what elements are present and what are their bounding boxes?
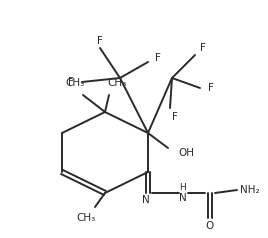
Text: N: N: [179, 193, 187, 203]
Text: NH₂: NH₂: [240, 185, 260, 195]
Text: F: F: [97, 36, 103, 46]
Text: N: N: [142, 195, 150, 205]
Text: F: F: [172, 112, 178, 122]
Text: O: O: [206, 221, 214, 231]
Text: CH₃: CH₃: [76, 213, 96, 223]
Text: F: F: [155, 53, 161, 63]
Text: F: F: [68, 77, 74, 87]
Text: CH₃: CH₃: [107, 78, 126, 88]
Text: CH₃: CH₃: [65, 78, 85, 88]
Text: OH: OH: [178, 148, 194, 158]
Text: H: H: [180, 183, 186, 193]
Text: F: F: [200, 43, 206, 53]
Text: F: F: [208, 83, 214, 93]
